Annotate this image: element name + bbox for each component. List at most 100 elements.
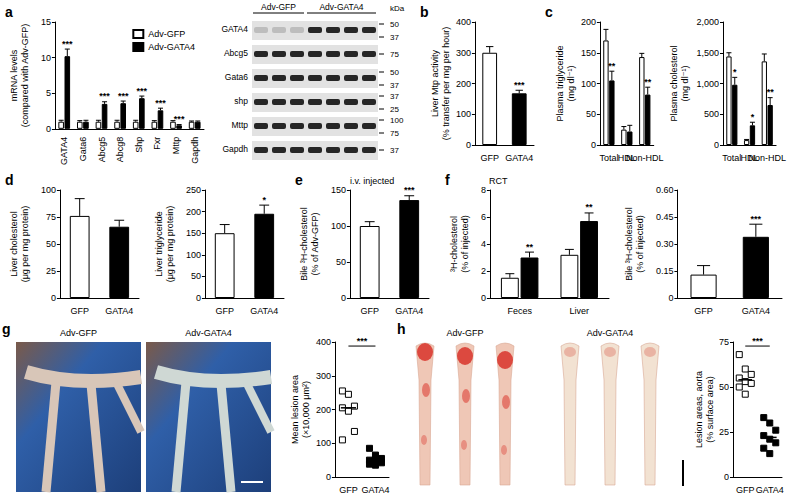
svg-text:(μg per mg protein): (μg per mg protein) — [165, 206, 175, 283]
svg-text:(mg dl⁻¹): (mg dl⁻¹) — [566, 66, 576, 102]
svg-text:GFP: GFP — [480, 153, 499, 163]
svg-text:GFP: GFP — [360, 306, 379, 316]
svg-text:0: 0 — [196, 293, 201, 303]
svg-text:i.v. injected: i.v. injected — [350, 176, 394, 186]
svg-text:**: ** — [644, 77, 652, 87]
svg-text:Feces: Feces — [507, 306, 532, 316]
svg-text:GATA4: GATA4 — [250, 306, 278, 316]
svg-text:2,000: 2,000 — [696, 17, 719, 27]
svg-text:75: 75 — [390, 50, 399, 59]
svg-text:400: 400 — [316, 337, 331, 347]
svg-text:***: *** — [155, 98, 166, 108]
svg-text:*: * — [733, 67, 737, 77]
svg-text:Liver triglyceride: Liver triglyceride — [154, 211, 164, 277]
svg-text:100: 100 — [390, 116, 404, 125]
svg-text:37: 37 — [390, 81, 399, 90]
svg-text:a: a — [5, 4, 13, 20]
svg-text:(% of Adv-GFP): (% of Adv-GFP) — [310, 212, 320, 275]
svg-text:Liver cholesterol: Liver cholesterol — [9, 211, 19, 277]
svg-text:50: 50 — [390, 20, 399, 29]
svg-text:**: ** — [767, 87, 775, 97]
svg-text:Adv-GFP: Adv-GFP — [60, 328, 97, 338]
svg-text:0: 0 — [714, 140, 719, 150]
svg-text:Adv-GATA4: Adv-GATA4 — [319, 2, 363, 12]
svg-text:100: 100 — [316, 438, 331, 448]
svg-text:GFP: GFP — [215, 306, 234, 316]
svg-text:300: 300 — [316, 371, 331, 381]
svg-text:Adv-GATA4: Adv-GATA4 — [148, 42, 195, 52]
svg-text:***: *** — [174, 114, 185, 124]
svg-text:(% surface area): (% surface area) — [705, 376, 715, 443]
svg-text:Adv-GFP: Adv-GFP — [261, 2, 296, 12]
svg-text:d: d — [5, 172, 14, 188]
svg-text:0: 0 — [326, 472, 331, 482]
svg-text:0.15: 0.15 — [656, 266, 674, 276]
svg-text:0: 0 — [668, 293, 673, 303]
svg-text:1,000: 1,000 — [696, 79, 719, 89]
svg-text:b: b — [420, 4, 429, 20]
svg-text:(% transfer per mg per hour): (% transfer per mg per hour) — [441, 27, 451, 141]
svg-text:***: *** — [404, 185, 415, 195]
svg-text:50: 50 — [390, 68, 399, 77]
svg-text:Mean lesion area: Mean lesion area — [290, 375, 300, 444]
svg-text:Bile ³H-cholesterol: Bile ³H-cholesterol — [299, 207, 309, 281]
svg-text:50: 50 — [191, 271, 201, 281]
svg-text:GFP: GFP — [694, 306, 713, 316]
svg-text:5: 5 — [46, 88, 51, 98]
svg-text:(% of injected): (% of injected) — [635, 215, 645, 273]
svg-text:**: ** — [586, 202, 594, 212]
svg-text:kDa: kDa — [390, 4, 405, 13]
svg-text:e: e — [295, 172, 303, 188]
svg-text:400: 400 — [456, 17, 471, 27]
svg-text:75: 75 — [390, 129, 399, 138]
svg-text:GFP: GFP — [339, 485, 358, 495]
svg-text:25: 25 — [719, 427, 729, 437]
svg-text:25: 25 — [46, 266, 56, 276]
svg-text:Adv-GFP: Adv-GFP — [446, 328, 483, 338]
svg-text:100: 100 — [41, 185, 56, 195]
svg-text:4: 4 — [481, 239, 486, 249]
svg-text:75: 75 — [46, 212, 56, 222]
svg-text:(×10,000 μm²): (×10,000 μm²) — [301, 381, 311, 438]
svg-text:Plasma cholesterol: Plasma cholesterol — [669, 45, 679, 121]
svg-text:50: 50 — [719, 382, 729, 392]
svg-text:Mttp: Mttp — [231, 120, 248, 130]
svg-text:Adv-GFP: Adv-GFP — [148, 29, 185, 39]
svg-text:***: *** — [751, 214, 762, 224]
svg-text:0: 0 — [591, 140, 596, 150]
svg-text:GATA4: GATA4 — [756, 485, 784, 495]
svg-text:37: 37 — [390, 146, 399, 155]
svg-text:GATA4: GATA4 — [361, 485, 389, 495]
svg-text:200: 200 — [581, 17, 596, 27]
svg-text:Fxr: Fxr — [152, 137, 162, 150]
svg-text:GATA4: GATA4 — [221, 24, 248, 34]
svg-text:***: *** — [514, 80, 525, 90]
svg-text:Gapdh: Gapdh — [222, 144, 248, 154]
svg-text:Abcg5: Abcg5 — [224, 48, 248, 58]
svg-text:*: * — [751, 112, 755, 122]
svg-text:0.45: 0.45 — [656, 212, 674, 222]
svg-text:500: 500 — [704, 109, 719, 119]
svg-text:75: 75 — [719, 337, 729, 347]
svg-text:RCT: RCT — [489, 176, 508, 186]
svg-text:Mttp: Mttp — [171, 137, 181, 155]
svg-text:**: ** — [608, 61, 616, 71]
svg-text:Shp: Shp — [134, 137, 144, 153]
svg-text:50: 50 — [586, 109, 596, 119]
svg-text:Plasma triglyceride: Plasma triglyceride — [555, 45, 565, 121]
svg-text:0.30: 0.30 — [656, 239, 674, 249]
svg-text:GATA4: GATA4 — [505, 153, 533, 163]
svg-text:Gata6: Gata6 — [78, 137, 88, 162]
svg-text:10: 10 — [41, 53, 51, 63]
svg-text:f: f — [445, 172, 450, 188]
svg-text:Bile ³H-cholesterol: Bile ³H-cholesterol — [624, 207, 634, 281]
svg-text:Abcg8: Abcg8 — [115, 137, 125, 163]
svg-text:***: *** — [137, 86, 148, 96]
svg-text:(μg per mg protein): (μg per mg protein) — [20, 206, 30, 283]
svg-text:**: ** — [526, 242, 534, 252]
svg-text:1,500: 1,500 — [696, 48, 719, 58]
svg-text:h: h — [397, 321, 406, 337]
svg-text:50: 50 — [46, 239, 56, 249]
svg-text:(mg dl⁻¹): (mg dl⁻¹) — [680, 66, 690, 102]
svg-text:Gata6: Gata6 — [225, 72, 248, 82]
